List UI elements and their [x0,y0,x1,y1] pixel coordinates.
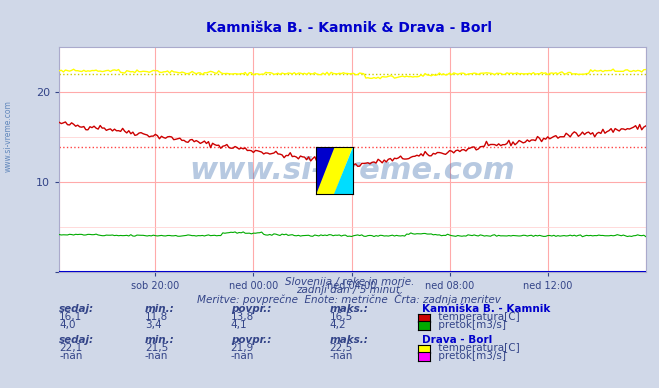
Text: temperatura[C]: temperatura[C] [435,343,520,353]
Text: Kamniška B. - Kamnik & Drava - Borl: Kamniška B. - Kamnik & Drava - Borl [206,21,492,35]
Text: Slovenija / reke in morje.: Slovenija / reke in morje. [285,277,414,288]
Text: 22,1: 22,1 [59,343,82,353]
Text: -nan: -nan [145,351,168,361]
Text: zadnji dan / 5 minut.: zadnji dan / 5 minut. [296,285,403,295]
Text: -nan: -nan [231,351,254,361]
Text: 4,0: 4,0 [59,320,76,330]
Text: 4,2: 4,2 [330,320,346,330]
Text: maks.:: maks.: [330,304,368,314]
Text: pretok[m3/s]: pretok[m3/s] [435,320,506,330]
Text: Drava - Borl: Drava - Borl [422,335,492,345]
Text: povpr.:: povpr.: [231,304,271,314]
Text: www.si-vreme.com: www.si-vreme.com [190,156,515,185]
Text: 13,8: 13,8 [231,312,254,322]
Text: maks.:: maks.: [330,335,368,345]
Text: www.si-vreme.com: www.si-vreme.com [3,100,13,172]
Text: sedaj:: sedaj: [59,335,94,345]
Text: povpr.:: povpr.: [231,335,271,345]
Text: pretok[m3/s]: pretok[m3/s] [435,351,506,361]
Text: -nan: -nan [330,351,353,361]
Polygon shape [335,147,353,194]
Text: sedaj:: sedaj: [59,304,94,314]
Polygon shape [316,147,335,194]
Text: min.:: min.: [145,304,175,314]
Text: 11,8: 11,8 [145,312,168,322]
Text: min.:: min.: [145,335,175,345]
Text: 21,5: 21,5 [145,343,168,353]
Text: Meritve: povprečne  Enote: metrične  Črta: zadnja meritev: Meritve: povprečne Enote: metrične Črta:… [197,293,501,305]
Polygon shape [316,147,353,194]
Text: -nan: -nan [59,351,82,361]
Text: 3,4: 3,4 [145,320,161,330]
Text: 22,5: 22,5 [330,343,353,353]
Text: 21,9: 21,9 [231,343,254,353]
Text: Kamniška B. - Kamnik: Kamniška B. - Kamnik [422,304,550,314]
Text: 4,1: 4,1 [231,320,247,330]
Text: 16,1: 16,1 [59,312,82,322]
Text: temperatura[C]: temperatura[C] [435,312,520,322]
Text: 16,5: 16,5 [330,312,353,322]
